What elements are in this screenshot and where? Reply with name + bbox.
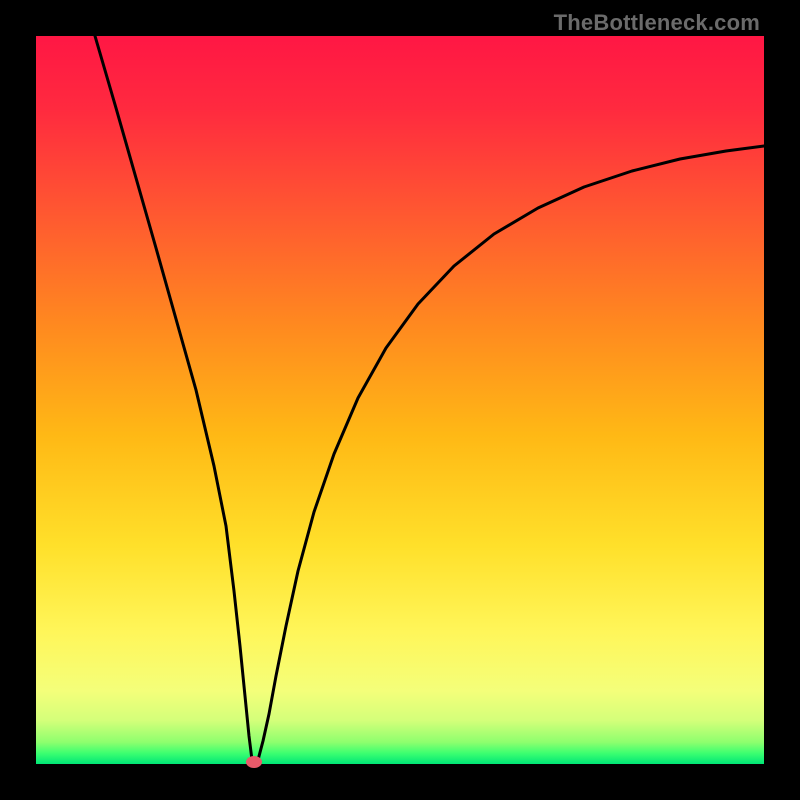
watermark-text: TheBottleneck.com bbox=[554, 10, 760, 36]
plot-gradient-rect bbox=[36, 36, 764, 764]
minimum-marker bbox=[246, 756, 262, 768]
gradient-and-curve-layer bbox=[0, 0, 800, 800]
chart-stage: TheBottleneck.com bbox=[0, 0, 800, 800]
